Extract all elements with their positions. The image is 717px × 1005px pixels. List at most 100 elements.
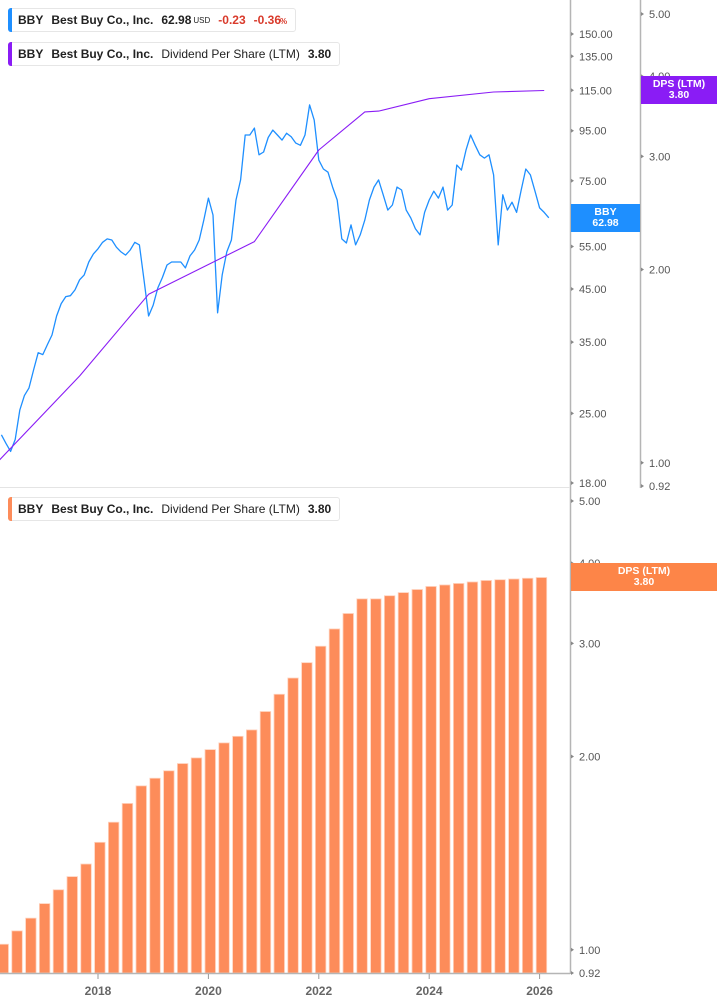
dps-axis-tick-mark — [641, 460, 644, 465]
bottom-dps-axis-tick-mark — [571, 641, 574, 646]
legend-ticker: BBY — [18, 47, 44, 61]
dps-bar — [522, 577, 534, 974]
legend-pct-sign: % — [280, 17, 288, 26]
dps-legend-bottom[interactable]: BBY Best Buy Co., Inc. Dividend Per Shar… — [8, 497, 341, 521]
x-tick-label: 2026 — [526, 984, 553, 998]
price-axis-tick-mark — [571, 32, 574, 36]
dps-bar — [259, 711, 272, 974]
price-axis-tick-label: 75.00 — [579, 176, 607, 188]
price-axis-tick-mark — [571, 411, 574, 416]
dps-bar — [190, 757, 203, 974]
price-badge: BBY 62.98 — [571, 204, 640, 232]
bottom-dps-axis-tick-label: 5.00 — [579, 496, 600, 508]
legend-company: Best Buy Co., Inc. — [51, 47, 154, 61]
legend-company: Best Buy Co., Inc. — [51, 502, 154, 516]
dps-axis-tick-mark — [641, 154, 644, 159]
legend-company: Best Buy Co., Inc. — [51, 13, 154, 27]
dps-bar — [273, 693, 285, 974]
legend-ticker: BBY — [18, 502, 44, 516]
dps-bar — [411, 589, 423, 974]
bottom-dps-axis-tick-label: 1.00 — [579, 945, 600, 957]
dps-bar-legend-color — [8, 497, 12, 521]
bottom-dps-axis-tick-mark — [571, 754, 574, 759]
price-badge-value: 62.98 — [592, 217, 619, 229]
bottom-dps-axis-tick-label: 2.00 — [579, 751, 600, 763]
dps-bar — [25, 917, 37, 974]
dps-badge-top: DPS (LTM) 3.80 — [641, 76, 717, 104]
dps-axis-tick-mark — [641, 12, 644, 16]
legend-value: 3.80 — [307, 47, 332, 61]
dps-bar — [52, 889, 65, 974]
legend-change: -0.23 — [218, 13, 246, 27]
price-axis-tick-label: 18.00 — [579, 478, 607, 490]
dps-bar — [121, 803, 134, 974]
price-axis-tick-mark — [571, 286, 574, 291]
legend-ticker: BBY — [18, 13, 44, 27]
price-axis-tick-label: 115.00 — [579, 85, 612, 97]
dps-bar — [356, 598, 368, 974]
dps-bar — [80, 863, 92, 974]
dps-bar — [176, 763, 189, 974]
dps-axis-tick-mark — [641, 267, 644, 272]
bottom-dps-axis-tick-label: 3.00 — [579, 638, 600, 650]
top-panel — [0, 89, 550, 461]
bottom-dps-axis-tick-mark — [571, 971, 574, 975]
bottom-dps-axis-tick-label: 0.92 — [579, 968, 600, 980]
dps-bar — [204, 749, 216, 974]
dps-bar — [342, 613, 354, 974]
price-axis-tick-mark — [571, 481, 574, 485]
dps-bar — [535, 577, 548, 974]
dps-badge-value: 3.80 — [633, 576, 655, 588]
dps-badge-bottom: DPS (LTM) 3.80 — [571, 563, 717, 591]
legend-value: 3.80 — [307, 502, 332, 516]
price-axis-tick-label: 135.00 — [579, 51, 613, 63]
x-tick-label: 2022 — [305, 984, 332, 998]
dps-bar — [397, 592, 410, 974]
x-tick-label: 2020 — [195, 984, 222, 998]
dps-bar — [383, 595, 396, 974]
dps-line — [0, 89, 545, 461]
dps-bar — [149, 777, 161, 974]
dps-bar — [287, 677, 299, 974]
dps-legend-color — [8, 42, 12, 66]
dps-bar — [508, 578, 520, 974]
dps-bar — [328, 628, 341, 974]
dps-badge-label: DPS (LTM) — [617, 565, 671, 577]
dps-bar — [94, 841, 106, 974]
dps-bar — [314, 645, 327, 974]
dps-bar — [452, 583, 465, 974]
axes: 150.00 135.00 115.00 95.00 75.00 55.00 45.00 35… — [0, 0, 670, 998]
price-badge-ticker: BBY — [594, 206, 617, 218]
dps-axis-tick-label: 3.00 — [649, 151, 670, 163]
dps-badge-label: DPS (LTM) — [652, 78, 706, 90]
dps-bar — [66, 876, 78, 974]
price-axis-tick-mark — [571, 340, 574, 345]
price-axis-tick-label: 35.00 — [579, 337, 607, 349]
dps-badge-value: 3.80 — [668, 89, 690, 101]
dps-bar — [163, 770, 175, 974]
price-axis-tick-label: 25.00 — [579, 408, 607, 420]
dps-axis-tick-label: 0.92 — [649, 481, 670, 493]
bottom-panel — [0, 577, 548, 974]
price-axis-tick-mark — [571, 54, 574, 59]
price-axis-tick-mark — [571, 88, 574, 93]
legend-change-pct: -0.36 — [253, 13, 282, 27]
dps-bar — [232, 735, 244, 974]
price-axis-tick-label: 55.00 — [579, 241, 607, 253]
dps-bar — [425, 586, 437, 974]
dps-bar — [0, 943, 9, 974]
dps-bar — [494, 579, 506, 974]
legend-metric: Dividend Per Share (LTM) — [161, 502, 300, 516]
price-axis-tick-label: 95.00 — [579, 126, 607, 138]
price-legend[interactable]: BBY Best Buy Co., Inc. 62.98 USD -0.23 -… — [8, 8, 297, 32]
dps-bar — [439, 584, 451, 974]
dps-bar — [370, 598, 382, 974]
dps-axis-tick-label: 1.00 — [649, 458, 670, 470]
dps-bar — [39, 903, 51, 974]
dps-bar — [135, 785, 147, 974]
dps-bar — [11, 930, 23, 974]
price-axis-tick-mark — [571, 128, 574, 133]
dps-legend-top[interactable]: BBY Best Buy Co., Inc. Dividend Per Shar… — [8, 42, 341, 66]
dps-bar — [245, 729, 258, 974]
x-tick-label: 2024 — [416, 984, 443, 998]
